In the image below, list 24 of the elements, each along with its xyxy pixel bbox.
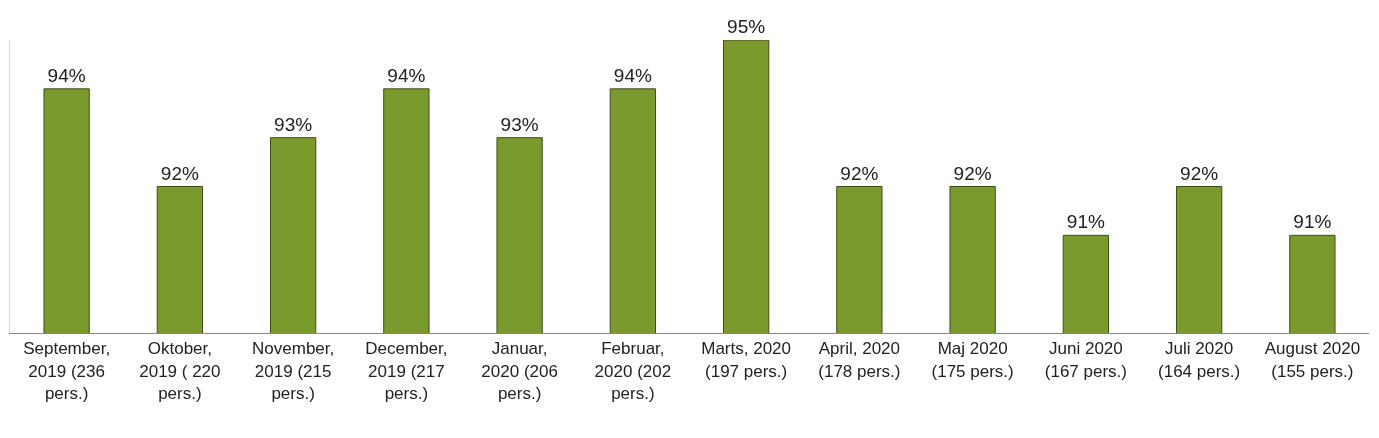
data-label: 94% (613, 64, 652, 86)
data-label: 92% (840, 162, 879, 184)
x-tick-label: Juni 2020 (167 pers.) (1044, 339, 1127, 381)
x-tick-label: November, 2019 (215 pers.) (252, 339, 335, 403)
data-label: 94% (387, 64, 426, 86)
data-label: 92% (160, 162, 199, 184)
x-tick-label: Maj 2020 (175 pers.) (931, 339, 1014, 381)
x-tick-label: Januar, 2020 (206 pers.) (481, 339, 558, 403)
x-tick-label: Februar, 2020 (202 pers.) (594, 339, 672, 403)
x-tick-label: August 2020 (155 pers.) (1264, 339, 1361, 381)
x-tick-label: April, 2020 (178 pers.) (818, 339, 901, 381)
x-tick-label: Juli 2020 (164 pers.) (1158, 339, 1241, 381)
data-label: 91% (1066, 211, 1105, 233)
x-tick-label: December, 2019 (217 pers.) (365, 339, 448, 403)
data-label: 93% (274, 113, 313, 135)
data-label: 92% (953, 162, 992, 184)
x-tick-label: Marts, 2020 (197 pers.) (701, 339, 792, 381)
data-label: 95% (727, 16, 766, 37)
data-label: 91% (1293, 211, 1332, 233)
data-label: 94% (47, 64, 86, 86)
data-label: 92% (1180, 162, 1219, 184)
x-tick-label: September, 2019 (236 pers.) (23, 339, 111, 403)
x-tick-label: Oktober, 2019 ( 220 pers.) (139, 339, 221, 403)
data-label: 93% (500, 113, 539, 135)
